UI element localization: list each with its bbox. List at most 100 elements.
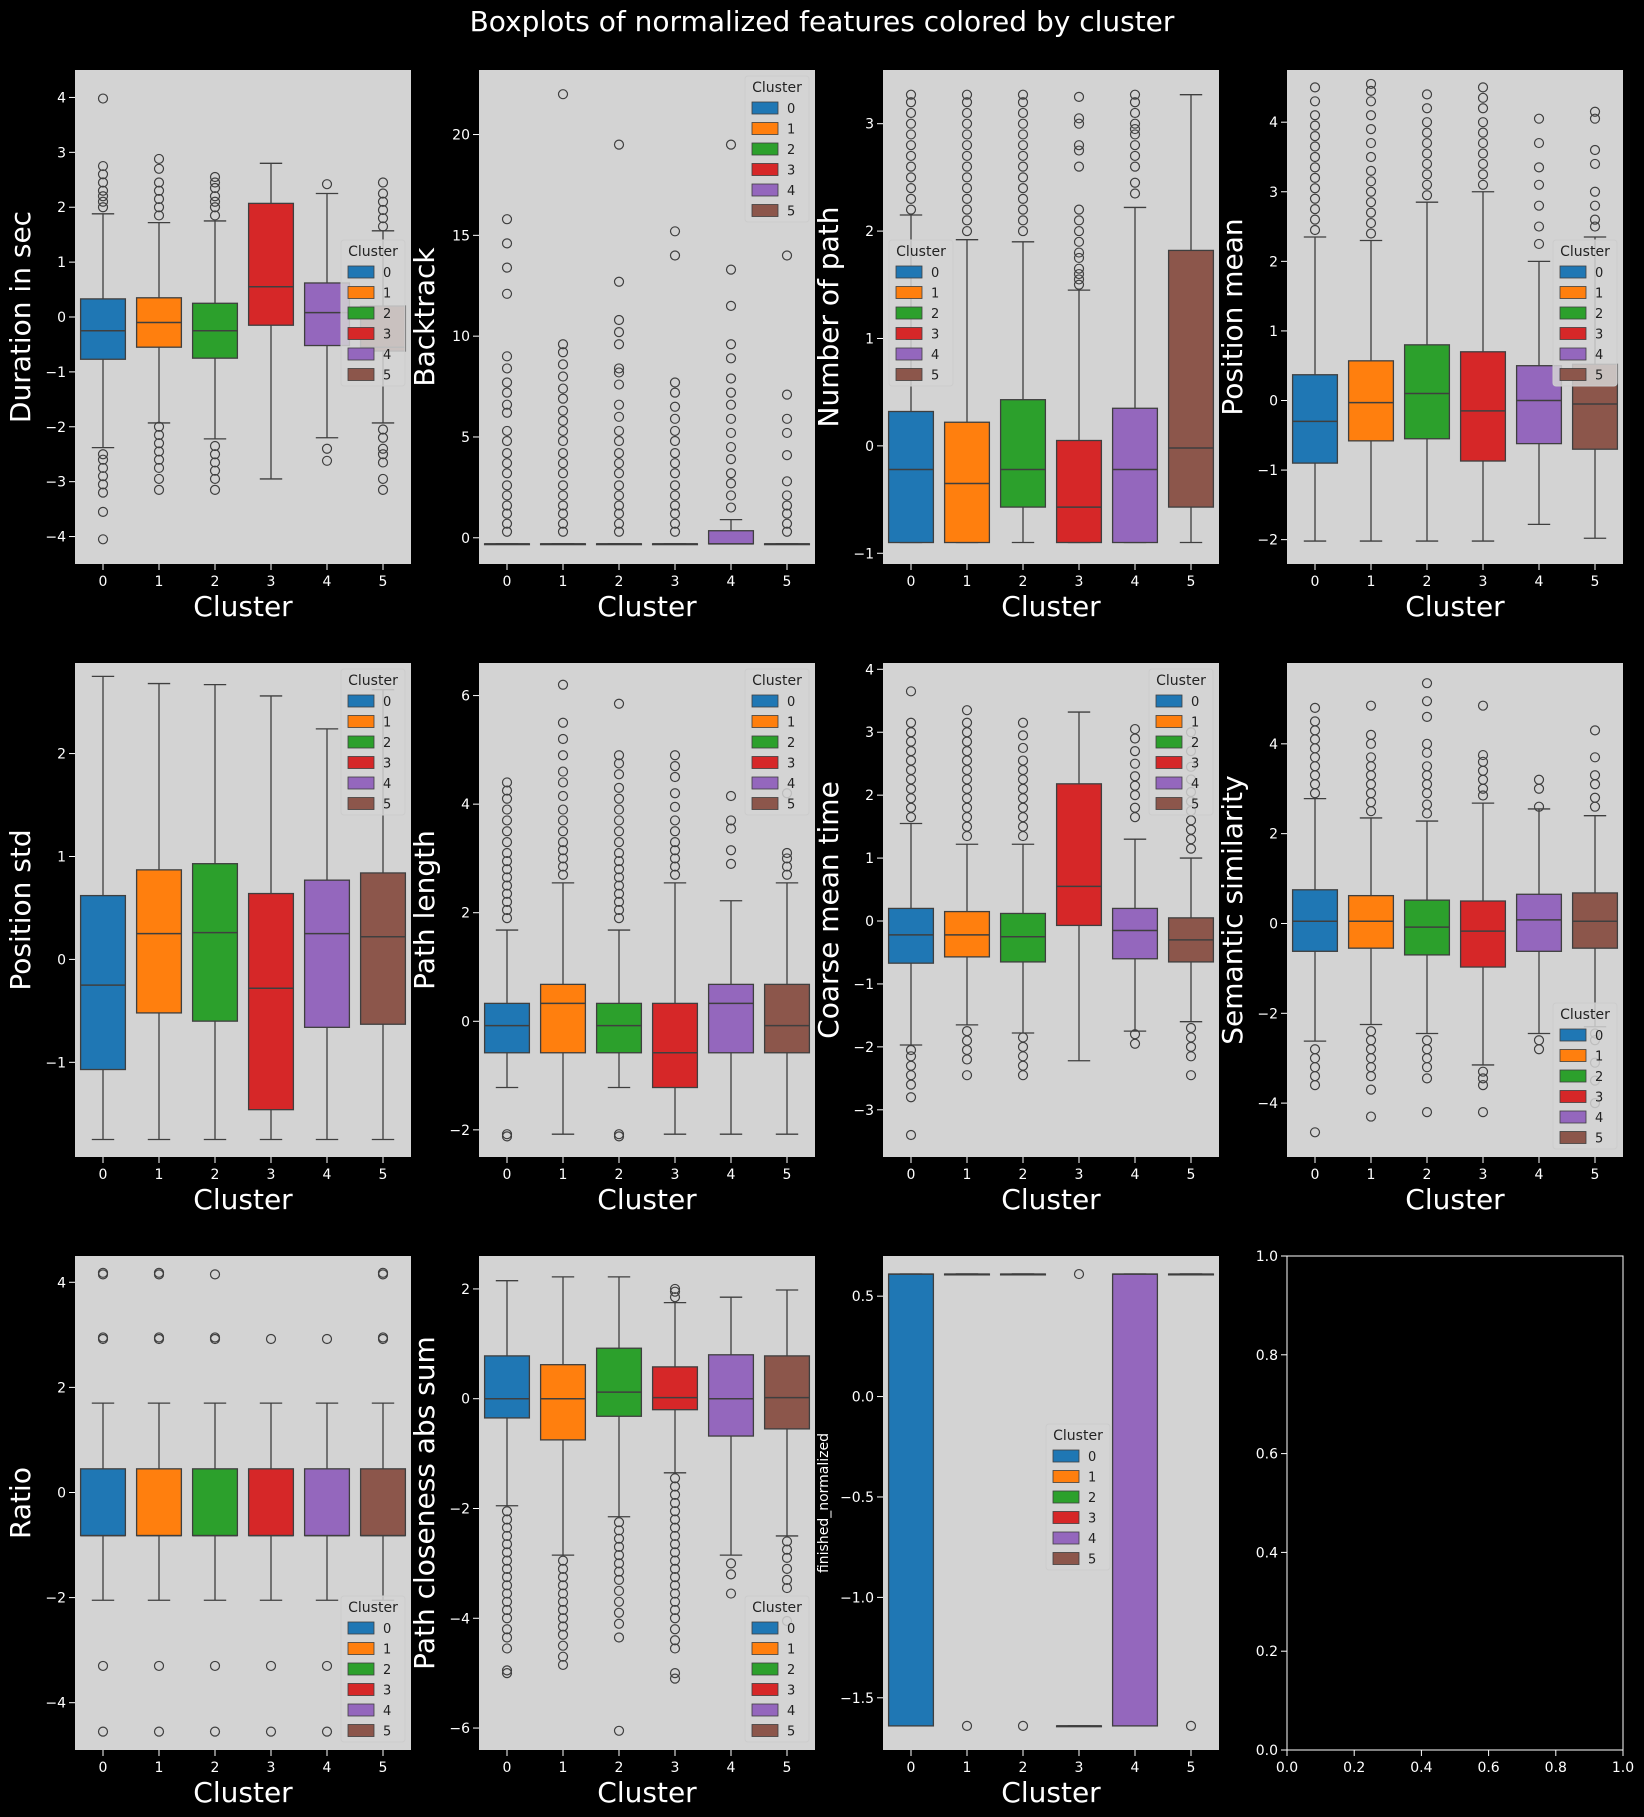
outlier-point [781,500,793,511]
legend-entry: 3 [787,757,795,772]
outlier-point [669,801,681,812]
x-tick-label: 5 [1591,574,1600,590]
outlier-point [1365,1084,1377,1095]
outlier-point [613,815,625,826]
legend-entry: 1 [383,287,391,302]
box-cluster-3 [1459,700,1507,1118]
outlier-point [557,89,569,100]
outlier-point [557,845,569,856]
outlier-point [1309,1080,1321,1091]
outlier-point [1365,137,1377,149]
outlier-point [961,193,973,204]
outlier-point [97,449,109,460]
x-tick-label: 4 [727,574,736,590]
outlier-point [1477,169,1489,180]
box-cluster-0 [483,1280,531,1679]
legend-swatch [751,142,779,156]
legend-swatch [1155,797,1183,810]
legend-swatch [751,735,779,749]
outlier-point [557,1629,569,1640]
box-cluster-3 [247,1333,295,1737]
outlier-point [669,448,681,459]
outlier-point [209,210,221,221]
outlier-point [209,449,221,460]
box-iqr [763,983,811,1054]
y-tick-label: 0.4 [1256,1545,1278,1561]
outlier-point [669,458,681,469]
outlier-point [97,462,109,474]
legend-swatch [347,286,375,299]
legend-swatch [1559,1049,1587,1062]
box-iqr [999,399,1047,508]
outlier-point [613,518,625,529]
outlier-point [1017,161,1029,172]
outlier-point [725,373,737,384]
outlier-point [669,500,681,511]
outlier-point [1477,1073,1489,1084]
outlier-point [1017,225,1029,237]
outlier-point [1533,200,1545,211]
outlier-point [669,508,681,519]
outlier-point [669,518,681,529]
x-tick-label: 5 [783,1760,792,1776]
outlier-point [613,139,625,150]
outlier-point [557,393,569,404]
outlier-point [1477,756,1489,767]
outlier-point [377,473,389,485]
outlier-point [377,213,389,224]
y-axis-label: finished_normalized [816,1433,832,1573]
outlier-point [1017,118,1029,129]
legend-title: Cluster [348,1600,398,1616]
outlier-point [501,1131,513,1142]
box-cluster-5 [1571,725,1619,1109]
outlier-point [209,473,221,485]
outlier-point [781,389,793,400]
y-axis-label: Duration in sec [4,211,37,423]
outlier-point [613,1558,625,1569]
outlier-point [377,1267,389,1278]
outlier-point [1365,165,1377,176]
outlier-point [321,179,333,190]
legend-swatch [1155,756,1183,769]
outlier-point [501,1563,513,1574]
outlier-point [501,1522,513,1533]
y-tick-label: 0.5 [852,1289,874,1305]
y-tick-label: 4 [57,1275,66,1291]
x-tick-label: 2 [615,574,624,590]
subplot-11: −1.5 −1.0 −0.5 0.0 0.5 0 1 2 3 4 5 Cluster finished_… [816,1256,1219,1809]
outlier-point [669,226,681,237]
legend-entry: 2 [1191,736,1199,751]
outlier-point [725,353,737,364]
outlier-point [961,1720,973,1732]
outlier-point [669,853,681,864]
outlier-point [725,427,737,439]
outlier-point [1309,172,1321,183]
outlier-point [613,425,625,437]
outlier-point [501,214,513,225]
outlier-point [781,250,793,261]
legend-entry: 0 [383,695,391,710]
legend-swatch [895,265,923,279]
outlier-point [97,506,109,517]
outlier-point [669,845,681,856]
outlier-point [1421,137,1433,149]
outlier-point [613,411,625,422]
outlier-point [1309,183,1321,194]
outlier-point [209,196,221,207]
outlier-point [1185,1070,1197,1081]
outlier-point [557,1613,569,1624]
legend-swatch [1052,1511,1080,1524]
box-iqr [1111,1273,1159,1727]
outlier-point [209,1269,221,1280]
outlier-point [1309,204,1321,215]
outlier-point [669,377,681,388]
outlier-point [501,480,513,491]
y-tick-label: 1 [57,255,66,271]
outlier-point [153,462,165,474]
outlier-point [501,351,513,362]
outlier-point [613,769,625,780]
outlier-point [557,790,569,802]
subplot-9: −4 −2 0 2 4 0 1 2 3 4 5 Cluster Ratio Cluster 0 1 2 3 4 5 [4,1256,411,1809]
outlier-point [669,1539,681,1550]
x-tick-label: 4 [727,1167,736,1183]
